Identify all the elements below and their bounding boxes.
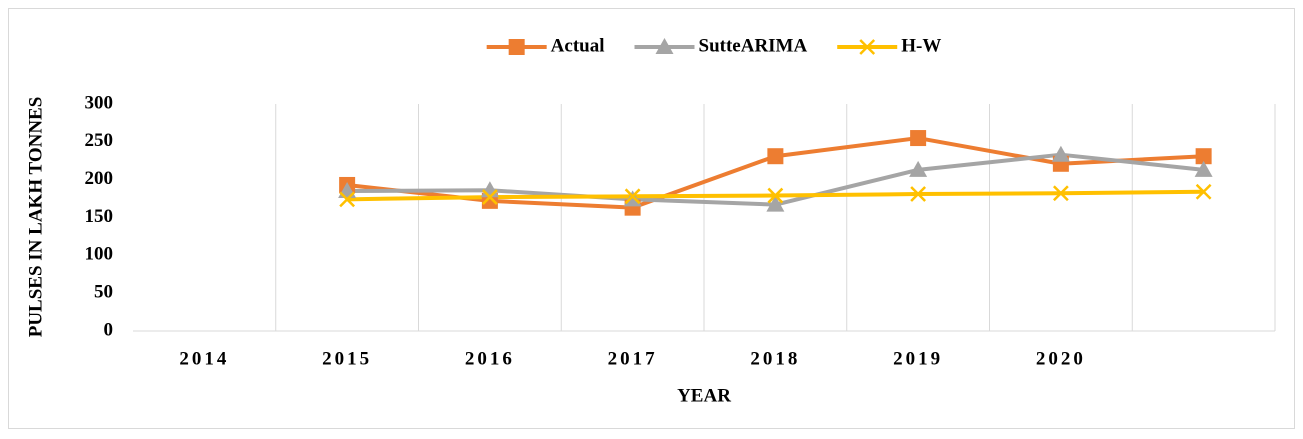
x-tick-label: 2016 bbox=[465, 348, 515, 369]
y-tick-label: 300 bbox=[85, 92, 114, 113]
chart-border bbox=[8, 8, 1295, 429]
y-axis-title: PULSES IN LAKH TONNES bbox=[25, 97, 46, 338]
data-point bbox=[339, 191, 356, 208]
y-tick-label: 100 bbox=[85, 244, 114, 265]
x-tick-label: 2020 bbox=[1036, 348, 1086, 369]
data-point bbox=[766, 195, 785, 212]
data-point bbox=[910, 130, 927, 147]
y-tick-label: 50 bbox=[94, 282, 113, 303]
data-point bbox=[910, 186, 927, 202]
legend-label: SutteARIMA bbox=[699, 35, 808, 56]
x-tick-label: 2014 bbox=[179, 348, 229, 369]
legend: Actual SutteARIMA H-W bbox=[486, 35, 941, 56]
legend-label: Actual bbox=[551, 35, 605, 56]
data-point bbox=[1194, 160, 1213, 177]
data-point bbox=[767, 148, 784, 165]
x-tick-label: 2019 bbox=[893, 348, 943, 369]
x-tick-label: 2018 bbox=[750, 348, 800, 369]
y-tick-label: 150 bbox=[85, 206, 114, 227]
data-point bbox=[1195, 148, 1212, 165]
y-tick-label: 200 bbox=[85, 168, 114, 189]
data-point bbox=[624, 188, 641, 205]
y-tick-label: 250 bbox=[85, 130, 114, 151]
x-tick-label: 2015 bbox=[322, 348, 372, 369]
legend-marker bbox=[859, 39, 876, 55]
y-tick-label: 0 bbox=[104, 319, 114, 340]
x-tick-label: 2017 bbox=[608, 348, 658, 369]
data-point bbox=[481, 189, 498, 205]
data-point bbox=[1052, 185, 1069, 202]
legend-marker bbox=[508, 39, 525, 55]
legend-marker bbox=[655, 38, 674, 54]
data-point bbox=[767, 187, 784, 204]
legend-label: H-W bbox=[901, 35, 941, 56]
data-point bbox=[1051, 145, 1070, 162]
data-point bbox=[1195, 183, 1212, 200]
data-point bbox=[909, 160, 928, 177]
x-axis-title: YEAR bbox=[677, 385, 731, 406]
